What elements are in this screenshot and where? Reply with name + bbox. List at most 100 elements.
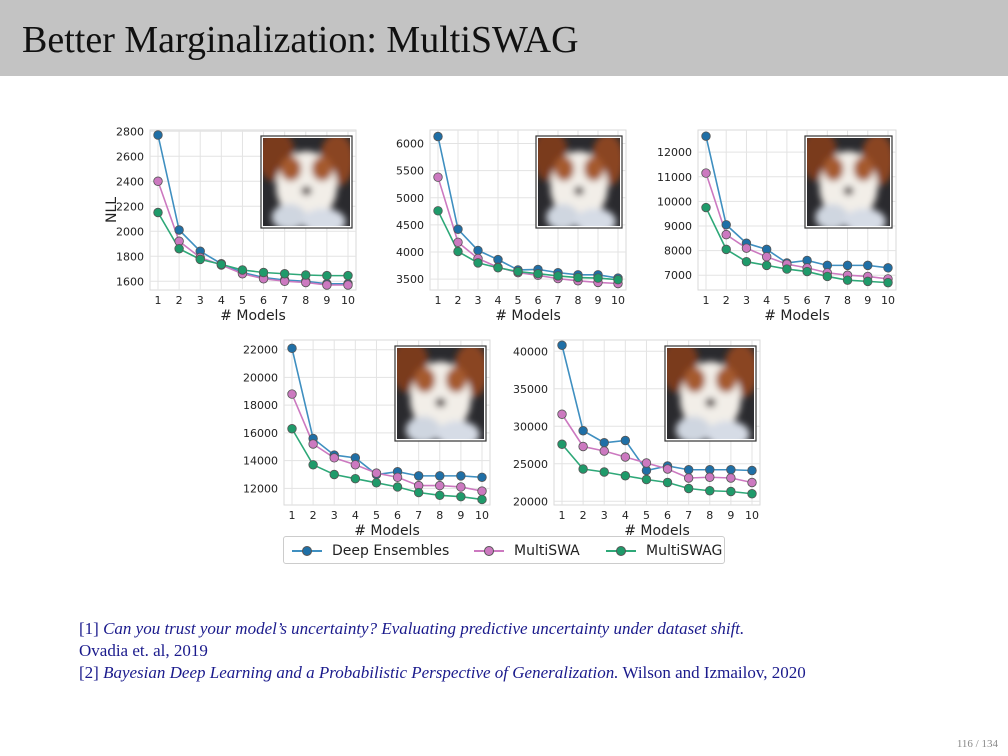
legend-marker [292, 545, 322, 557]
x-tick-label: 2 [310, 509, 317, 522]
x-tick-label: 8 [706, 509, 713, 522]
inset-image [664, 345, 757, 442]
reference-1-authors: Ovadia et. al, 2019 [79, 641, 208, 660]
inset-image [394, 345, 487, 442]
x-tick-label: 9 [595, 294, 602, 307]
x-tick-label: 3 [197, 294, 204, 307]
data-point [435, 480, 445, 491]
y-tick-label: 5000 [396, 192, 424, 205]
data-point [343, 270, 353, 281]
chart-svg: 1 2 3 4 5 6 7 8 9 10 12000 14000 16000 18000 20000 2200… [243, 339, 491, 539]
chart-legend: Deep Ensembles MultiSWA MultiSWAG [283, 536, 725, 564]
slide-title: Better Marginalization: MultiSWAG [22, 19, 579, 61]
data-point [557, 409, 567, 419]
chart-svg: 1 2 3 4 5 6 7 8 9 10 3500 4000 4500 5000 5500 6000 # Mod… [396, 129, 627, 324]
y-tick-label: 25000 [513, 458, 548, 471]
patch-left [280, 156, 302, 182]
data-point [701, 168, 711, 178]
data-point [683, 483, 694, 494]
x-tick-label: 6 [804, 294, 811, 307]
data-point [279, 269, 290, 279]
nose [301, 186, 312, 196]
photo-content [538, 138, 620, 226]
x-tick-label: 9 [727, 509, 734, 522]
y-tick-label: 35000 [513, 383, 548, 396]
data-point [287, 389, 297, 399]
x-tick-label: 10 [341, 294, 355, 307]
data-point [641, 458, 652, 468]
series-line [561, 413, 753, 484]
data-point [721, 244, 731, 255]
y-tick-label: 9000 [664, 220, 692, 233]
y-tick-label: 22000 [243, 344, 278, 357]
x-tick-label: 9 [864, 294, 871, 307]
x-tick-label: 1 [289, 509, 296, 522]
y-axis-label: NLL [104, 197, 120, 223]
data-point [883, 263, 893, 273]
legend-label: MultiSWA [514, 543, 580, 559]
data-point [683, 465, 694, 475]
y-tick-label: 4500 [396, 219, 424, 232]
reference-2-title: Bayesian Deep Learning and a Probabilist… [103, 663, 619, 682]
x-tick-label: 10 [611, 294, 625, 307]
y-tick-label: 10000 [657, 195, 692, 208]
patch-left [823, 156, 844, 182]
series-line [291, 393, 483, 492]
x-tick-label: 1 [703, 294, 710, 307]
data-point [287, 424, 297, 434]
x-tick-label: 5 [515, 294, 522, 307]
data-point [802, 266, 812, 277]
x-tick-label: 9 [323, 294, 330, 307]
patch-left [684, 367, 706, 393]
y-tick-label: 1600 [116, 275, 144, 288]
x-tick-label: 3 [743, 294, 750, 307]
data-point [513, 266, 523, 277]
data-point [322, 270, 332, 281]
patch-right [583, 156, 604, 182]
data-point [620, 471, 631, 481]
data-point [433, 206, 443, 216]
x-tick-label: 7 [555, 294, 562, 307]
y-tick-label: 30000 [513, 420, 548, 433]
reference-2-number: [2] [79, 663, 99, 682]
reference-2: [2] Bayesian Deep Learning and a Probabi… [79, 662, 979, 684]
data-point [433, 172, 443, 182]
data-point [493, 263, 503, 273]
x-tick-label: 8 [436, 509, 443, 522]
paw-left [546, 204, 579, 226]
inset-image [804, 135, 893, 229]
x-tick-label: 5 [643, 509, 650, 522]
data-point [237, 265, 248, 275]
data-point [174, 225, 184, 235]
data-point [573, 272, 583, 283]
nose [705, 398, 716, 408]
puppy-photo [538, 138, 620, 226]
legend-label: Deep Ensembles [332, 543, 450, 559]
data-point [599, 438, 609, 448]
paw-right [574, 208, 616, 226]
data-point [435, 490, 445, 500]
data-point [371, 478, 382, 488]
x-tick-label: 2 [455, 294, 462, 307]
chart-svg: 1 2 3 4 5 6 7 8 9 10 1600 1800 2000 2200 2400 2600 2800 #… [104, 125, 357, 324]
chart-svg: 1 2 3 4 5 6 7 8 9 10 7000 8000 9000 10000 11000 12000 # … [657, 129, 897, 324]
y-tick-label: 16000 [243, 427, 278, 440]
patch-right [445, 367, 467, 393]
data-point [747, 477, 757, 488]
data-point [195, 254, 205, 265]
data-point [599, 446, 609, 456]
x-tick-label: 10 [745, 509, 759, 522]
nose [435, 398, 446, 408]
data-point [726, 486, 736, 497]
legend-item-multiswag: MultiSWAG [606, 537, 722, 565]
x-tick-label: 7 [685, 509, 692, 522]
data-point [350, 460, 361, 470]
y-tick-label: 2200 [116, 200, 144, 213]
patch-right [311, 156, 333, 182]
data-point [593, 273, 603, 283]
y-tick-label: 3500 [396, 273, 424, 286]
x-tick-label: 3 [475, 294, 482, 307]
nll-chart-5: 1 2 3 4 5 6 7 8 9 10 20000 25000 30000 35000 40000 # Mo… [510, 332, 765, 539]
data-point [578, 426, 588, 436]
data-point [287, 343, 297, 354]
